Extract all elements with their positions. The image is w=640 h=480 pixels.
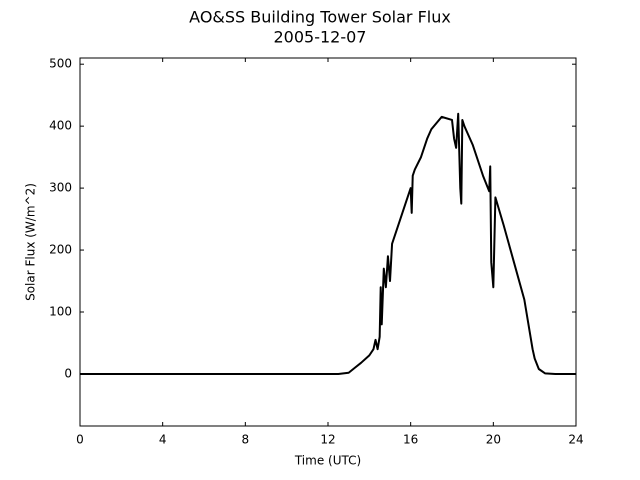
plot-frame (79, 57, 577, 427)
chart-subtitle: 2005-12-07 (274, 28, 367, 47)
y-axis-label: Solar Flux (W/m^2) (24, 183, 38, 301)
x-axis-label: Time (UTC) (294, 454, 361, 468)
x-tick-label: 8 (242, 433, 250, 447)
y-tick-label: 0 (64, 366, 72, 380)
x-tick-label: 0 (76, 433, 84, 447)
x-tick-label: 4 (159, 433, 167, 447)
x-tick-label: 16 (403, 433, 418, 447)
y-tick-label: 500 (49, 57, 72, 71)
x-tick-label: 12 (320, 433, 335, 447)
y-tick-label: 300 (49, 181, 72, 195)
y-tick-label: 100 (49, 305, 72, 319)
x-tick-label: 20 (486, 433, 501, 447)
chart-title: AO&SS Building Tower Solar Flux (189, 8, 451, 27)
y-tick-label: 200 (49, 243, 72, 257)
y-tick-label: 400 (49, 119, 72, 133)
x-tick-label: 24 (568, 433, 583, 447)
line (80, 112, 576, 375)
